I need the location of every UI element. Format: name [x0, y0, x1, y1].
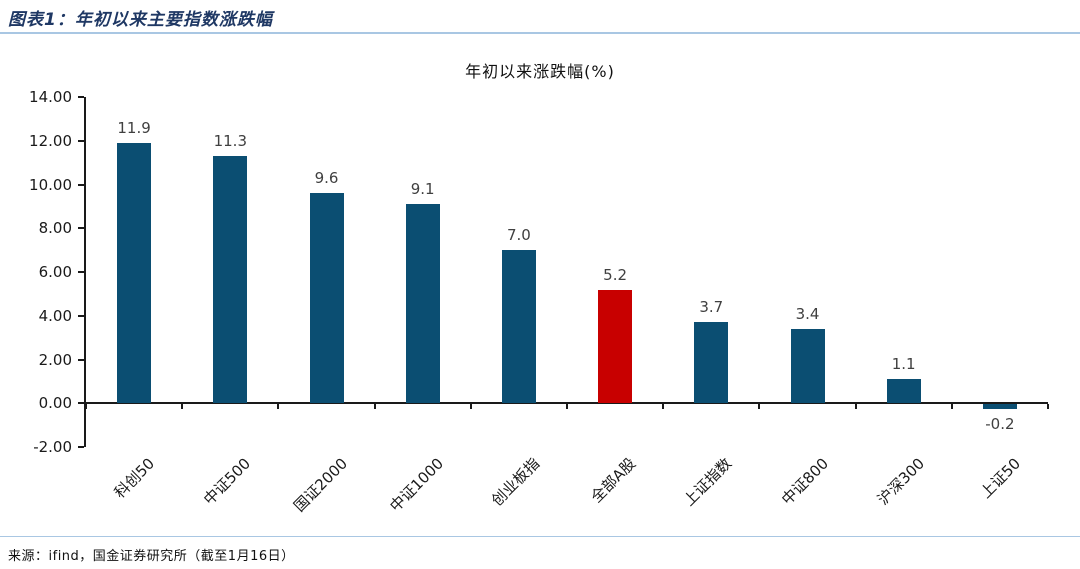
x-axis-category-label: 上证指数: [680, 454, 736, 510]
x-axis-category-label: 上证50: [976, 454, 1025, 503]
x-axis-line: [86, 402, 1048, 405]
x-axis-category-label: 沪深300: [873, 454, 928, 509]
x-axis-tick: [181, 404, 184, 410]
y-axis-tick-label: 10.00: [29, 175, 72, 194]
y-axis-tick-label: 12.00: [29, 131, 72, 150]
figure-caption: 图表1：年初以来主要指数涨跌幅: [8, 10, 273, 30]
bar: [598, 289, 633, 404]
y-axis-tick: [78, 402, 84, 405]
source-note: 来源：ifind，国金证券研究所（截至1月16日）: [8, 549, 295, 564]
bar-value-label: -0.2: [985, 414, 1015, 433]
x-axis-tick: [373, 404, 376, 410]
footer-divider-line: [0, 536, 1080, 537]
bar-value-label: 9.1: [410, 180, 435, 199]
y-axis-tick-label: 8.00: [38, 219, 72, 238]
bar-value-label: 1.1: [891, 355, 916, 374]
y-axis-tick: [78, 96, 84, 98]
x-axis-tick: [662, 404, 665, 410]
y-axis-tick-label: 4.00: [38, 306, 72, 325]
y-axis-tick-label: 0.00: [38, 394, 72, 413]
x-axis-tick: [950, 404, 953, 410]
x-axis-tick: [758, 404, 761, 410]
bar-value-label: 3.7: [699, 298, 724, 317]
caption-divider-line: [0, 32, 1080, 34]
x-axis-category-label: 科创50: [110, 454, 159, 503]
x-axis-category-label: 全部A股: [587, 454, 640, 507]
x-axis-tick: [1047, 404, 1049, 410]
x-axis-category-label: 中证500: [200, 454, 255, 509]
y-axis-line: [84, 97, 86, 447]
y-axis-tick: [78, 314, 84, 317]
y-axis-tick: [78, 227, 84, 230]
chart-title: 年初以来涨跌幅(%): [465, 62, 615, 81]
bar: [213, 156, 248, 404]
y-axis-tick-label: 14.00: [29, 88, 72, 106]
bar: [309, 193, 344, 404]
bar: [886, 379, 921, 404]
bar: [790, 328, 825, 404]
y-axis-tick-label: -2.00: [33, 438, 72, 456]
x-axis-category-label: 中证1000: [385, 454, 447, 516]
bar: [694, 322, 729, 404]
x-axis-tick: [566, 404, 568, 410]
bar: [982, 404, 1017, 409]
bar: [501, 250, 536, 404]
bar: [117, 142, 152, 404]
x-axis-category-label: 国证2000: [289, 454, 351, 516]
x-axis-category-label: 创业板指: [487, 454, 544, 510]
y-axis-tick-label: 2.00: [38, 350, 72, 369]
bar-value-label: 11.3: [213, 132, 247, 151]
bar-value-label: 11.9: [117, 118, 151, 137]
bar-value-label: 5.2: [603, 265, 628, 284]
y-axis-tick: [78, 271, 84, 273]
x-axis-tick: [277, 404, 280, 410]
bar-value-label: 3.4: [795, 304, 820, 323]
x-axis-category-label: 中证800: [777, 454, 832, 509]
y-axis-tick: [78, 183, 84, 186]
x-axis-tick: [854, 404, 857, 410]
y-axis-tick: [78, 446, 84, 448]
y-axis-tick-label: 6.00: [38, 263, 72, 281]
bar-value-label: 7.0: [506, 226, 531, 245]
bar-value-label: 9.6: [314, 169, 339, 188]
x-axis-tick: [469, 404, 472, 410]
y-axis-tick: [78, 358, 84, 361]
y-axis-tick: [78, 139, 84, 142]
x-axis-tick: [85, 404, 87, 410]
bar: [405, 204, 440, 404]
